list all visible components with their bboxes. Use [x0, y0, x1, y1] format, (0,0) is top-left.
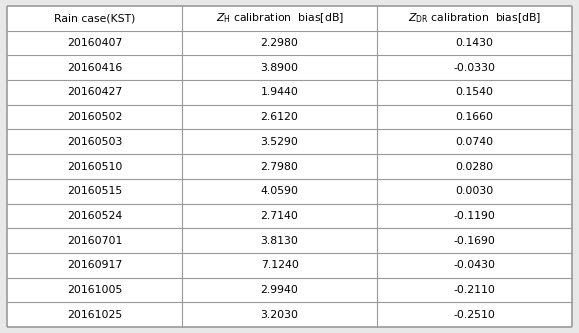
Text: 3.8130: 3.8130 [261, 235, 299, 245]
Bar [377, 6, 572, 31]
Bar [377, 179, 572, 203]
Bar [377, 253, 572, 278]
Text: 0.1540: 0.1540 [456, 88, 493, 98]
Bar [7, 6, 182, 31]
Bar [377, 130, 572, 154]
Text: 0.1660: 0.1660 [456, 112, 493, 122]
Bar [377, 31, 572, 55]
Bar [182, 228, 377, 253]
Bar [7, 203, 182, 228]
Bar [377, 302, 572, 327]
Text: 7.1240: 7.1240 [261, 260, 299, 270]
Text: 0.0280: 0.0280 [456, 162, 494, 171]
Bar [7, 302, 182, 327]
Text: -0.1690: -0.1690 [453, 235, 496, 245]
Bar [182, 80, 377, 105]
Text: 20160407: 20160407 [67, 38, 122, 48]
Text: $Z_{\mathregular{H}}$ calibration  bias[dB]: $Z_{\mathregular{H}}$ calibration bias[d… [215, 11, 343, 25]
Bar [7, 154, 182, 179]
Bar [182, 278, 377, 302]
Text: $Z_{\mathregular{DR}}$ calibration  bias[dB]: $Z_{\mathregular{DR}}$ calibration bias[… [408, 11, 541, 25]
Text: 3.8900: 3.8900 [261, 63, 299, 73]
Bar [377, 80, 572, 105]
Text: 20160416: 20160416 [67, 63, 122, 73]
Bar [182, 302, 377, 327]
Text: 2.9940: 2.9940 [261, 285, 299, 295]
Bar [7, 179, 182, 203]
Text: 20161005: 20161005 [67, 285, 122, 295]
Text: 20160503: 20160503 [67, 137, 122, 147]
Text: 20160502: 20160502 [67, 112, 122, 122]
Text: 0.0030: 0.0030 [456, 186, 494, 196]
Bar [7, 105, 182, 130]
Bar [7, 130, 182, 154]
Text: -0.0430: -0.0430 [453, 260, 496, 270]
Bar [182, 130, 377, 154]
Bar [182, 179, 377, 203]
Bar [377, 154, 572, 179]
Bar [182, 105, 377, 130]
Bar [377, 203, 572, 228]
Text: 2.7980: 2.7980 [261, 162, 299, 171]
Bar [182, 253, 377, 278]
Bar [7, 253, 182, 278]
Bar [7, 80, 182, 105]
Text: 3.2030: 3.2030 [261, 310, 299, 320]
Bar [182, 154, 377, 179]
Bar [7, 278, 182, 302]
Bar [377, 228, 572, 253]
Text: 2.7140: 2.7140 [261, 211, 299, 221]
Bar [7, 31, 182, 55]
Text: 20160515: 20160515 [67, 186, 122, 196]
Bar [377, 55, 572, 80]
Text: 1.9440: 1.9440 [261, 88, 299, 98]
Text: 20160701: 20160701 [67, 235, 122, 245]
Text: Rain case(KST): Rain case(KST) [54, 13, 135, 23]
Text: -0.2110: -0.2110 [453, 285, 496, 295]
Text: 0.1430: 0.1430 [456, 38, 493, 48]
Bar [377, 105, 572, 130]
Bar [7, 228, 182, 253]
Bar [377, 278, 572, 302]
Text: 2.6120: 2.6120 [261, 112, 299, 122]
Text: 20160524: 20160524 [67, 211, 122, 221]
Bar [182, 31, 377, 55]
Text: -0.2510: -0.2510 [453, 310, 496, 320]
Text: -0.1190: -0.1190 [453, 211, 496, 221]
Text: 2.2980: 2.2980 [261, 38, 299, 48]
Bar [182, 6, 377, 31]
Bar [182, 203, 377, 228]
Bar [182, 55, 377, 80]
Text: 20160510: 20160510 [67, 162, 122, 171]
Text: 4.0590: 4.0590 [261, 186, 299, 196]
Text: 0.0740: 0.0740 [456, 137, 494, 147]
Text: -0.0330: -0.0330 [453, 63, 496, 73]
Bar [7, 55, 182, 80]
Text: 20160917: 20160917 [67, 260, 122, 270]
Text: 20160427: 20160427 [67, 88, 122, 98]
Text: 3.5290: 3.5290 [261, 137, 299, 147]
Text: 20161025: 20161025 [67, 310, 122, 320]
